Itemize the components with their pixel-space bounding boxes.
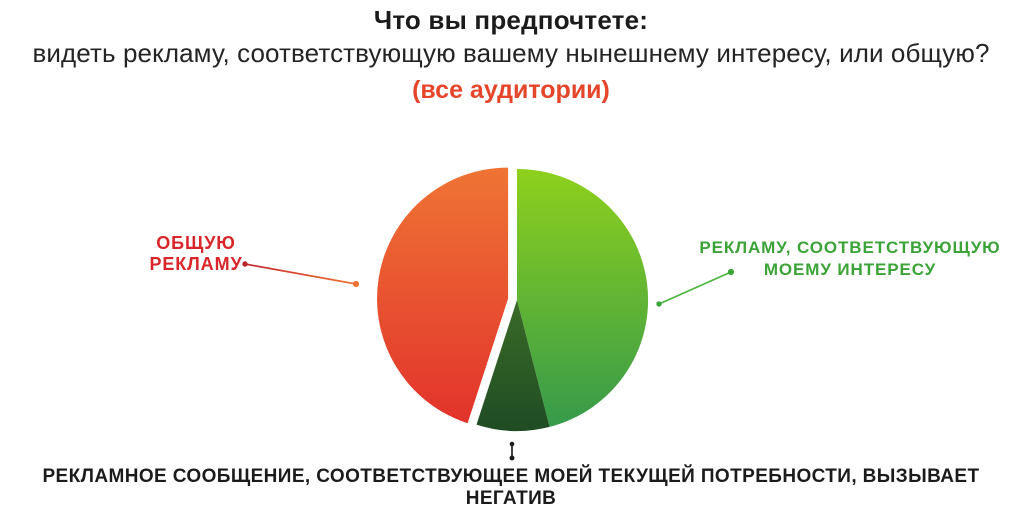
page-subtitle: видеть рекламу, соответствующую вашему н…: [32, 38, 990, 68]
pie-slice-negative: [476, 300, 550, 432]
page-title: Что вы предпочтете:: [373, 5, 649, 35]
header: Что вы предпочтете: видеть рекламу, соот…: [0, 4, 1022, 107]
audience-note: (все аудитории): [412, 76, 610, 104]
callout-line-interest: [656, 268, 735, 307]
callout-line-general: [242, 261, 360, 288]
label-general-ads: ОБЩУЮ РЕКЛАМУ: [149, 233, 243, 274]
label-negative-note: РЕКЛАМНОЕ СООБЩЕНИЕ, СООТВЕТСТВУЮЩЕЕ МОЕ…: [42, 466, 980, 509]
callout-line-negative: [509, 441, 515, 461]
pie-slices-group: [377, 167, 649, 432]
pie-slice-general: [377, 167, 509, 424]
pie-slice-interest: [517, 168, 649, 427]
label-interest-ads: РЕКЛАМУ, СООТВЕТСТВУЮЩУЮ МОЕМУ ИНТЕРЕСУ: [699, 238, 1001, 279]
